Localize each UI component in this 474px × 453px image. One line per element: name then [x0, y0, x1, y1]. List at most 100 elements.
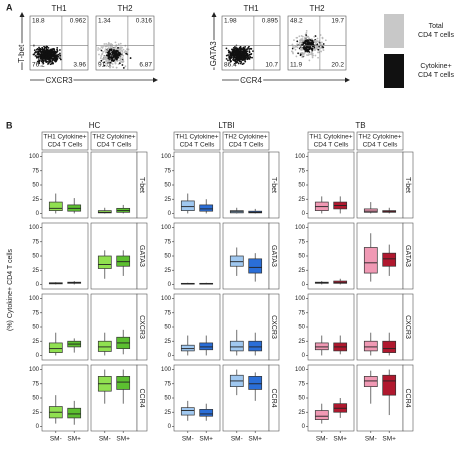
y-tick-label: 25: [164, 410, 171, 416]
flow-dot: [45, 58, 48, 61]
flow-dot: [59, 58, 62, 61]
row-strip: [268, 293, 280, 361]
y-tick-label: 50: [164, 396, 171, 402]
flow-dot: [318, 45, 321, 48]
flow-dot: [41, 48, 44, 51]
flow-dot: [311, 48, 314, 50]
flow-dot: [230, 53, 233, 56]
flow-dot: [109, 66, 111, 69]
flow-dot: [51, 48, 54, 50]
flow-dot: [36, 60, 39, 63]
facet-title: TH2 Cytokine+: [224, 134, 267, 141]
box: [363, 340, 378, 352]
flow-dot: [291, 43, 294, 46]
flow-dot: [51, 54, 54, 56]
y-tick-label: 25: [298, 268, 305, 274]
y-tick-label: 75: [164, 381, 171, 387]
row-label: CXCR3: [404, 315, 411, 339]
panel-frame: [90, 151, 138, 219]
flow-dot: [118, 48, 121, 50]
y-tick-label: 25: [32, 339, 39, 345]
quadrant-percent: 0.316: [136, 18, 153, 25]
facet-title: TH2 Cytokine+: [92, 134, 135, 141]
flow-dot: [318, 51, 320, 54]
flow-dot: [246, 57, 249, 60]
flow-dot: [306, 50, 308, 53]
quadrant-percent: 76.2: [32, 62, 45, 69]
flow-dot: [115, 50, 118, 52]
flow-dot: [121, 64, 124, 66]
x-tick-label: SM+: [248, 436, 262, 443]
flow-dot: [110, 48, 113, 51]
flow-dot: [36, 53, 39, 56]
y-tick-label: 100: [29, 225, 40, 231]
flow-dot: [46, 56, 48, 59]
flow-dot: [236, 47, 239, 50]
flow-dot: [312, 41, 315, 44]
facet-title: CD4 T Cells: [229, 142, 265, 149]
y-tick-label: 25: [298, 197, 305, 203]
flow-dot: [120, 54, 123, 57]
flow-dot: [35, 56, 38, 59]
y-tick-label: 0: [36, 211, 40, 217]
row-strip: [402, 151, 414, 219]
flow-dot: [315, 46, 317, 49]
flow-dot: [99, 57, 102, 59]
flow-dot: [305, 47, 307, 49]
flow-dot: [107, 50, 110, 53]
flow-dot: [233, 62, 236, 65]
legend-label: Total: [429, 23, 444, 30]
flow-dot: [119, 42, 122, 45]
flow-dot: [38, 53, 41, 56]
y-tick-label: 25: [32, 268, 39, 274]
row-label: CCR4: [404, 388, 411, 407]
flow-dot: [33, 49, 36, 52]
flow-dot: [104, 49, 106, 52]
flow-dot: [59, 52, 61, 55]
flow-dot: [57, 55, 59, 58]
row-label: CXCR3: [270, 315, 277, 339]
plot-title: TH1: [243, 4, 259, 13]
flow-dot: [101, 53, 103, 56]
flow-dot: [113, 51, 116, 53]
panel-frame: [90, 364, 138, 432]
y-tick-label: 75: [298, 381, 305, 387]
y-tick-label: 50: [298, 396, 305, 402]
box: [116, 255, 131, 267]
flow-dot: [111, 50, 114, 53]
flow-dot: [40, 57, 42, 60]
y-tick-label: 75: [298, 239, 305, 245]
panel-frame: [41, 293, 89, 361]
arrow-head: [211, 12, 217, 17]
flow-dot: [248, 45, 250, 48]
facet-title: CD4 T Cells: [363, 142, 399, 149]
panel-frame: [90, 293, 138, 361]
flow-dot: [53, 54, 56, 57]
y-tick-label: 100: [161, 154, 172, 160]
quadrant-percent: 10.7: [265, 62, 278, 69]
flow-dot: [309, 46, 312, 49]
y-tick-label: 50: [164, 325, 171, 331]
row-label: GATA3: [404, 245, 411, 267]
flow-dot: [118, 62, 121, 65]
y-tick-label: 0: [36, 353, 40, 359]
flow-dot: [35, 48, 38, 51]
flow-dot: [307, 42, 309, 45]
row-strip: [268, 222, 280, 290]
flow-dot: [292, 46, 294, 48]
y-tick-label: 75: [164, 310, 171, 316]
group-title: LTBI: [218, 121, 234, 130]
box: [363, 247, 378, 274]
flow-dot: [310, 50, 313, 53]
flow-dot: [314, 54, 317, 57]
legend-label: Cytokine+: [420, 63, 451, 70]
plot-title: TH1: [51, 4, 67, 13]
panel-frame: [356, 364, 404, 432]
flow-dot: [237, 54, 240, 57]
y-tick-label: 0: [302, 424, 306, 430]
flow-dot: [315, 41, 318, 43]
flow-dot: [237, 57, 240, 60]
flow-dot: [248, 50, 251, 53]
flow-dot: [46, 50, 49, 53]
